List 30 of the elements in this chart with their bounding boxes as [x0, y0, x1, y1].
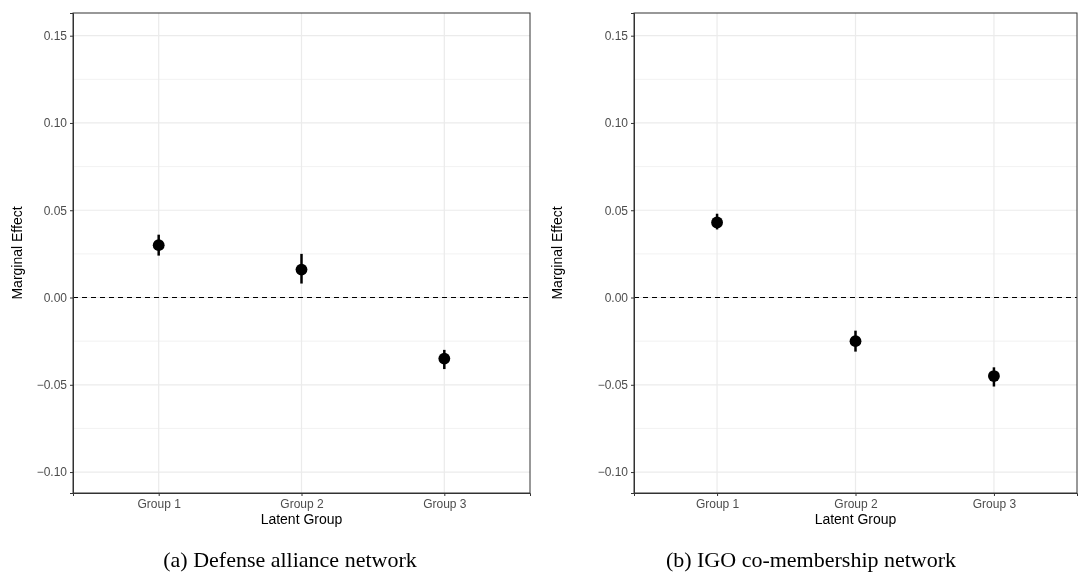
y-tick-label: 0.15	[604, 29, 629, 44]
x-tick-label: Group 1	[695, 496, 740, 511]
x-axis-title: Latent Group	[814, 511, 897, 527]
y-axis-title: Marginal Effect	[9, 206, 25, 300]
x-tick-label: Group 3	[972, 496, 1017, 511]
point	[152, 239, 165, 252]
x-tick-label: Group 2	[280, 496, 325, 511]
point	[711, 216, 723, 229]
x-tick-label: Group 1	[137, 496, 182, 511]
point	[849, 335, 862, 348]
y-tick-label: −0.05	[36, 378, 68, 393]
y-tick-label: 0.00	[43, 290, 68, 305]
y-tick-label: 0.10	[43, 116, 68, 131]
y-tick-label: 0.10	[604, 116, 629, 131]
y-tick-label: 0.05	[43, 203, 68, 218]
x-tick-label: Group 3	[423, 496, 467, 511]
y-tick-label: −0.10	[36, 465, 68, 480]
point	[438, 352, 451, 365]
point	[988, 370, 1000, 382]
point	[295, 263, 308, 276]
y-tick-label: 0.15	[43, 29, 68, 44]
y-tick-label: −0.10	[597, 465, 629, 480]
y-tick-label: −0.05	[597, 378, 629, 393]
text: (a) Defense alliance network	[163, 547, 417, 572]
y-tick-label: 0.05	[604, 203, 629, 218]
x-axis-title: Latent Group	[260, 511, 343, 527]
text: (b) IGO co-membership network	[665, 547, 957, 572]
y-axis-title: Marginal Effect	[549, 206, 565, 300]
x-tick-label: Group 2	[834, 496, 879, 511]
y-tick-label: 0.00	[604, 290, 629, 305]
